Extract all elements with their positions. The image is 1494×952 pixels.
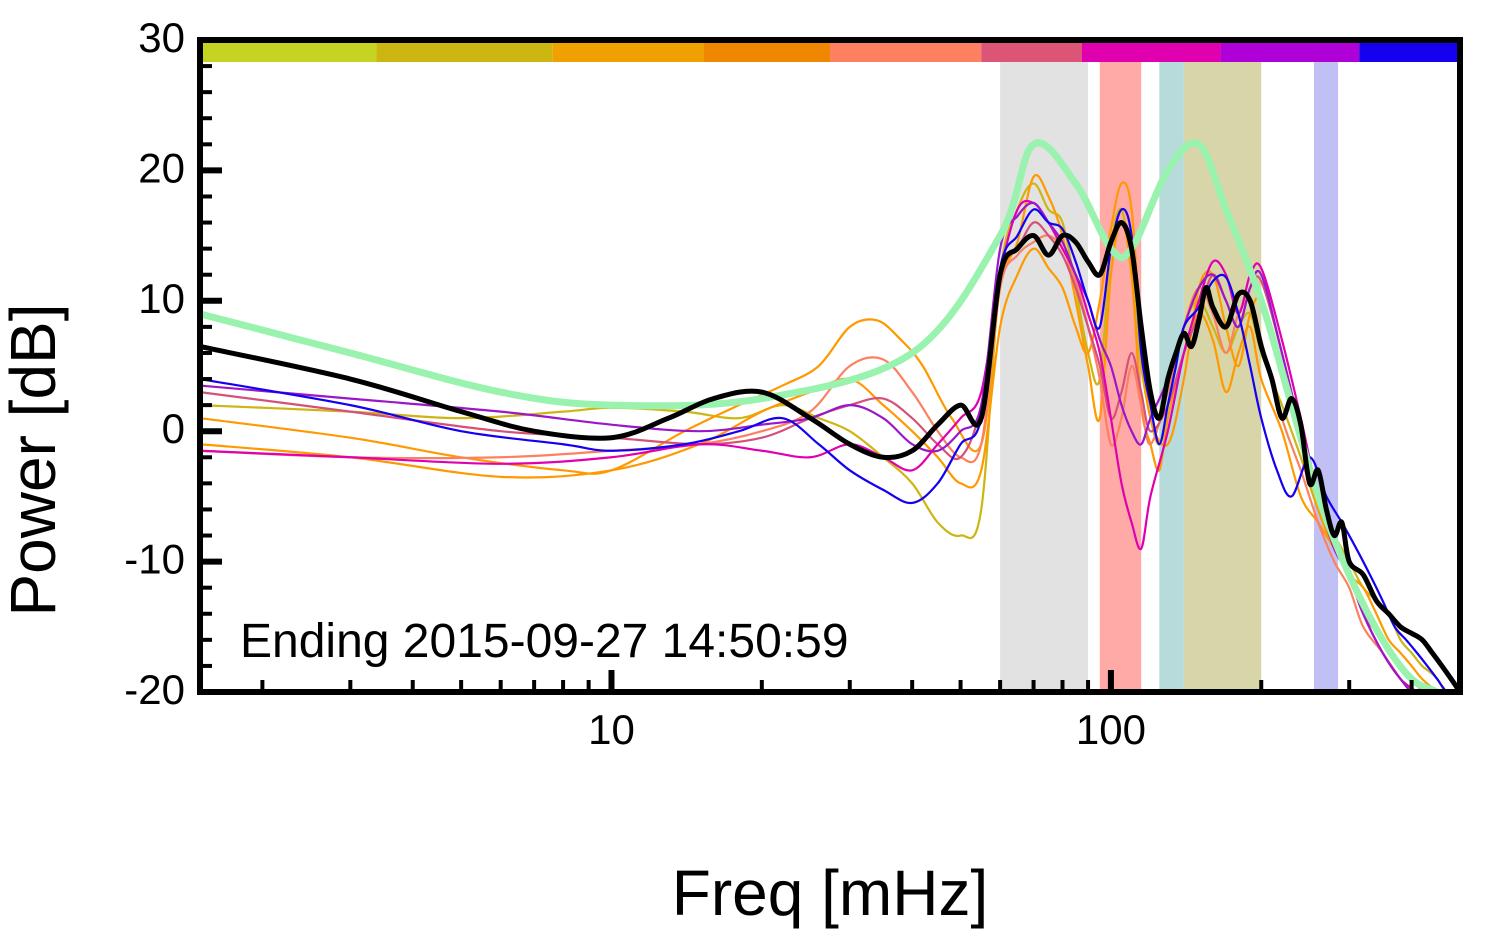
y-tick-label--20: -20 xyxy=(124,666,185,713)
y-tick-label--10: -10 xyxy=(124,536,185,583)
colorbar-segment-6 xyxy=(1082,42,1221,62)
x-tick-label-10: 10 xyxy=(588,706,635,753)
y-tick-label-10: 10 xyxy=(138,275,185,322)
colorbar-segment-2 xyxy=(553,42,704,62)
shaded-band-0 xyxy=(1000,41,1088,692)
y-tick-label-0: 0 xyxy=(162,405,185,452)
shaded-band-4 xyxy=(1314,41,1338,692)
colorbar-segment-3 xyxy=(704,42,830,62)
chart-canvas: -20 -10 0 10 20 30 10 100 Freq [mHz] Power [dB] En… xyxy=(0,0,1494,952)
spectral-power-chart: -20 -10 0 10 20 30 10 100 Freq [mHz] Power [dB] En… xyxy=(0,0,1494,952)
colorbar-segment-1 xyxy=(376,42,552,62)
chart-background xyxy=(0,0,1494,952)
shaded-band-1 xyxy=(1100,41,1141,692)
colorbar-segment-8 xyxy=(1359,42,1460,62)
y-tick-label-30: 30 xyxy=(138,14,185,61)
colorbar-segment-5 xyxy=(981,42,1082,62)
y-tick-label-20: 20 xyxy=(138,144,185,191)
x-axis-label: Freq [mHz] xyxy=(672,857,988,929)
ending-timestamp-label: Ending 2015-09-27 14:50:59 xyxy=(240,615,849,668)
top-colorbar xyxy=(200,42,1460,62)
colorbar-segment-7 xyxy=(1221,42,1360,62)
x-tick-label-100: 100 xyxy=(1076,706,1146,753)
y-axis-label: Power [dB] xyxy=(0,303,69,616)
annotation-group: Ending 2015-09-27 14:50:59 xyxy=(240,615,849,668)
colorbar-segment-0 xyxy=(200,42,376,62)
colorbar-segment-4 xyxy=(830,42,981,62)
